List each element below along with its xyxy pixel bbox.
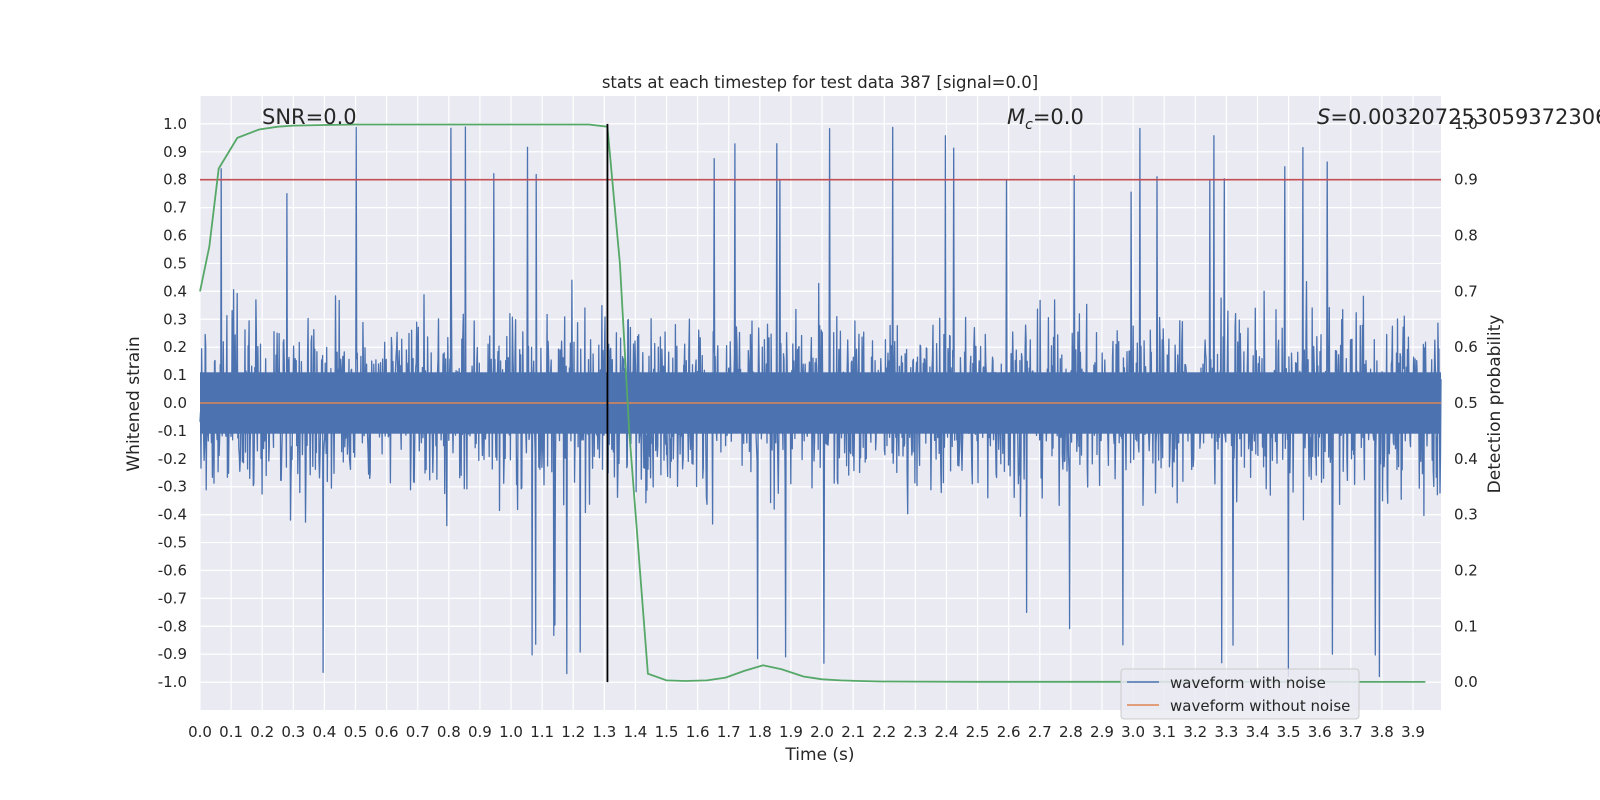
x-tick-label: 2.5	[966, 723, 990, 741]
legend: waveform with noise waveform without noi…	[1120, 668, 1360, 720]
y2-tick-label: 0.5	[1454, 394, 1478, 412]
mc-annotation: Mc=0.0	[1007, 105, 1084, 133]
s-annotation: S=0.0032072530593723066	[1317, 105, 1600, 129]
x-tick-label: 2.0	[810, 723, 834, 741]
y-tick-label: -0.5	[158, 534, 187, 552]
s-value: =0.0032072530593723066	[1330, 105, 1600, 129]
snr-annotation: SNR=0.0	[262, 105, 357, 129]
x-tick-labels: 0.0 0.1 0.2 0.3 0.4 0.5 0.6 0.7 0.8 0.9 1.0 1.1 1.2 1…	[188, 723, 1425, 741]
y2-tick-labels: 1.0 0.9 0.8 0.7 0.6 0.5 0.4 0.3 0.2 0.1 0.0	[1454, 115, 1478, 691]
x-tick-label: 2.4	[935, 723, 959, 741]
mc-symbol: M	[1007, 105, 1025, 129]
y-tick-label: -0.6	[158, 561, 187, 579]
x-tick-label: 1.4	[624, 723, 648, 741]
legend-box	[1120, 668, 1360, 720]
x-tick-label: 0.3	[281, 723, 305, 741]
y2-tick-label: 1.0	[1454, 115, 1478, 133]
x-tick-label: 1.3	[592, 723, 616, 741]
y2-tick-label: 0.8	[1454, 227, 1478, 245]
x-tick-label: 2.8	[1059, 723, 1083, 741]
y-tick-label: 0.3	[163, 310, 187, 328]
y2-axis-label: Detection probability	[1485, 315, 1505, 494]
x-tick-label: 3.1	[1152, 723, 1176, 741]
x-tick-label: 0.7	[406, 723, 430, 741]
x-tick-label: 0.2	[250, 723, 274, 741]
mc-subscript: c	[1025, 117, 1033, 133]
x-tick-label: 3.0	[1121, 723, 1145, 741]
x-tick-label: 3.4	[1246, 723, 1270, 741]
x-tick-label: 1.5	[655, 723, 679, 741]
x-tick-label: 2.7	[1028, 723, 1052, 741]
y-tick-label: 0.0	[163, 394, 187, 412]
y-tick-label: 0.9	[163, 143, 187, 161]
y-tick-label: 0.5	[163, 254, 187, 272]
x-tick-label: 2.3	[903, 723, 927, 741]
y-tick-label: -0.3	[158, 478, 187, 496]
y2-tick-label: 0.9	[1454, 171, 1478, 189]
y-tick-label: 0.6	[163, 227, 187, 245]
y-tick-label: -0.4	[158, 506, 187, 524]
x-tick-label: 3.3	[1214, 723, 1238, 741]
x-tick-label: 2.9	[1090, 723, 1114, 741]
x-tick-label: 1.8	[748, 723, 772, 741]
x-tick-label: 2.2	[872, 723, 896, 741]
x-tick-label: 1.7	[717, 723, 741, 741]
y2-tick-label: 0.7	[1454, 282, 1478, 300]
x-tick-label: 3.7	[1339, 723, 1363, 741]
y-tick-label: -1.0	[158, 673, 187, 691]
x-tick-label: 0.8	[437, 723, 461, 741]
y2-tick-label: 0.4	[1454, 450, 1478, 468]
x-tick-label: 3.6	[1308, 723, 1332, 741]
x-tick-label: 3.2	[1183, 723, 1207, 741]
y-tick-label: -0.8	[158, 617, 187, 635]
y2-tick-label: 0.1	[1454, 617, 1478, 635]
x-tick-label: 0.6	[375, 723, 399, 741]
x-tick-label: 1.1	[530, 723, 554, 741]
x-tick-label: 0.5	[344, 723, 368, 741]
legend-label-noise: waveform with noise	[1170, 674, 1326, 692]
y-tick-label: 0.8	[163, 171, 187, 189]
series-line-detection-probability	[199, 123, 1426, 683]
x-tick-label: 0.0	[188, 723, 212, 741]
y-tick-label: 0.7	[163, 199, 187, 217]
x-tick-label: 0.9	[468, 723, 492, 741]
x-tick-label: 3.5	[1277, 723, 1301, 741]
y2-tick-label: 0.6	[1454, 338, 1478, 356]
y-tick-label: -0.9	[158, 645, 187, 663]
x-tick-label: 1.9	[779, 723, 803, 741]
chart-title: stats at each timestep for test data 387…	[602, 73, 1038, 92]
x-tick-label: 3.9	[1401, 723, 1425, 741]
x-tick-label: 3.8	[1370, 723, 1394, 741]
x-tick-label: 2.6	[997, 723, 1021, 741]
x-tick-label: 1.2	[561, 723, 585, 741]
y-tick-label: -0.2	[158, 450, 187, 468]
y2-tick-label: 0.0	[1454, 673, 1478, 691]
y-tick-label: 1.0	[163, 115, 187, 133]
x-tick-label: 0.1	[219, 723, 243, 741]
s-symbol: S	[1317, 105, 1330, 129]
y-tick-label: -0.1	[158, 422, 187, 440]
y-tick-label: -0.7	[158, 589, 187, 607]
x-tick-label: 2.1	[841, 723, 865, 741]
x-axis-label: Time (s)	[784, 745, 854, 765]
y-tick-label: 0.1	[163, 366, 187, 384]
y2-tick-label: 0.3	[1454, 506, 1478, 524]
x-tick-label: 1.6	[686, 723, 710, 741]
y-tick-label: 0.4	[163, 282, 187, 300]
x-tick-label: 1.0	[499, 723, 523, 741]
y-tick-label: 0.2	[163, 338, 187, 356]
legend-label-clean: waveform without noise	[1170, 697, 1350, 715]
y-axis-label: Whitened strain	[124, 336, 144, 471]
x-tick-label: 0.4	[312, 723, 336, 741]
y-tick-labels: 1.0 0.9 0.8 0.7 0.6 0.5 0.4 0.3 0.2 0.1 0.0 -0.1 -0.…	[158, 115, 187, 691]
y2-tick-label: 0.2	[1454, 561, 1478, 579]
mc-value: =0.0	[1033, 105, 1084, 129]
